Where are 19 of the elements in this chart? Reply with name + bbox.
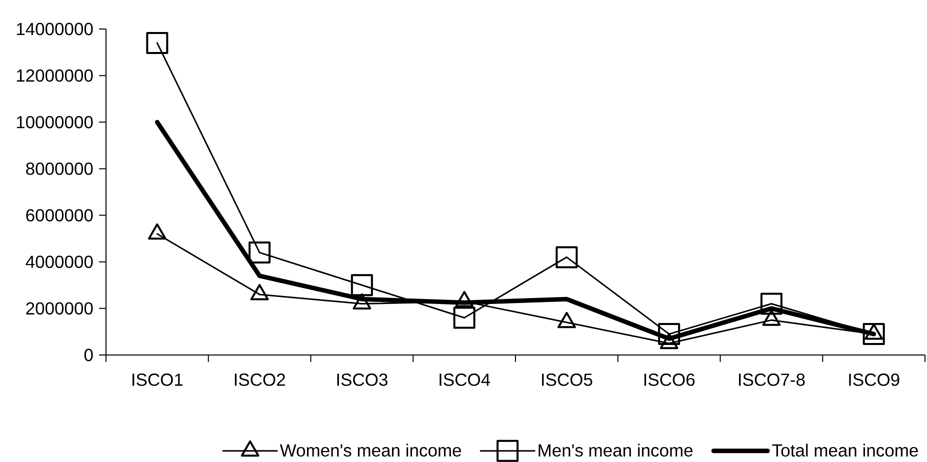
x-tick-label: ISCO5 xyxy=(542,374,592,386)
x-tick-label: ISCO6 xyxy=(644,374,695,386)
y-tick-label: 2000000 xyxy=(26,302,93,315)
y-tick-label: 4000000 xyxy=(26,256,93,268)
y-tick-label: 14000000 xyxy=(16,22,93,36)
y-tick-label: 12000000 xyxy=(16,69,93,82)
legend-label: Men's mean income xyxy=(538,444,693,457)
x-tick-label: ISCO2 xyxy=(234,374,285,386)
y-tick-label: 10000000 xyxy=(16,116,93,128)
x-tick-label: ISCO1 xyxy=(132,374,183,386)
y-tick-label: 8000000 xyxy=(26,162,93,175)
x-tick-label: ISCO7-8 xyxy=(739,374,805,386)
legend-label: Total mean income xyxy=(772,444,918,457)
y-tick-label: 0 xyxy=(84,348,93,362)
y-tick-label: 6000000 xyxy=(26,209,93,222)
x-tick-label: ISCO3 xyxy=(337,374,388,386)
legend-label: Women's mean income xyxy=(280,444,461,457)
x-tick-label: ISCO4 xyxy=(440,374,490,386)
x-tick-label: ISCO9 xyxy=(849,374,900,386)
